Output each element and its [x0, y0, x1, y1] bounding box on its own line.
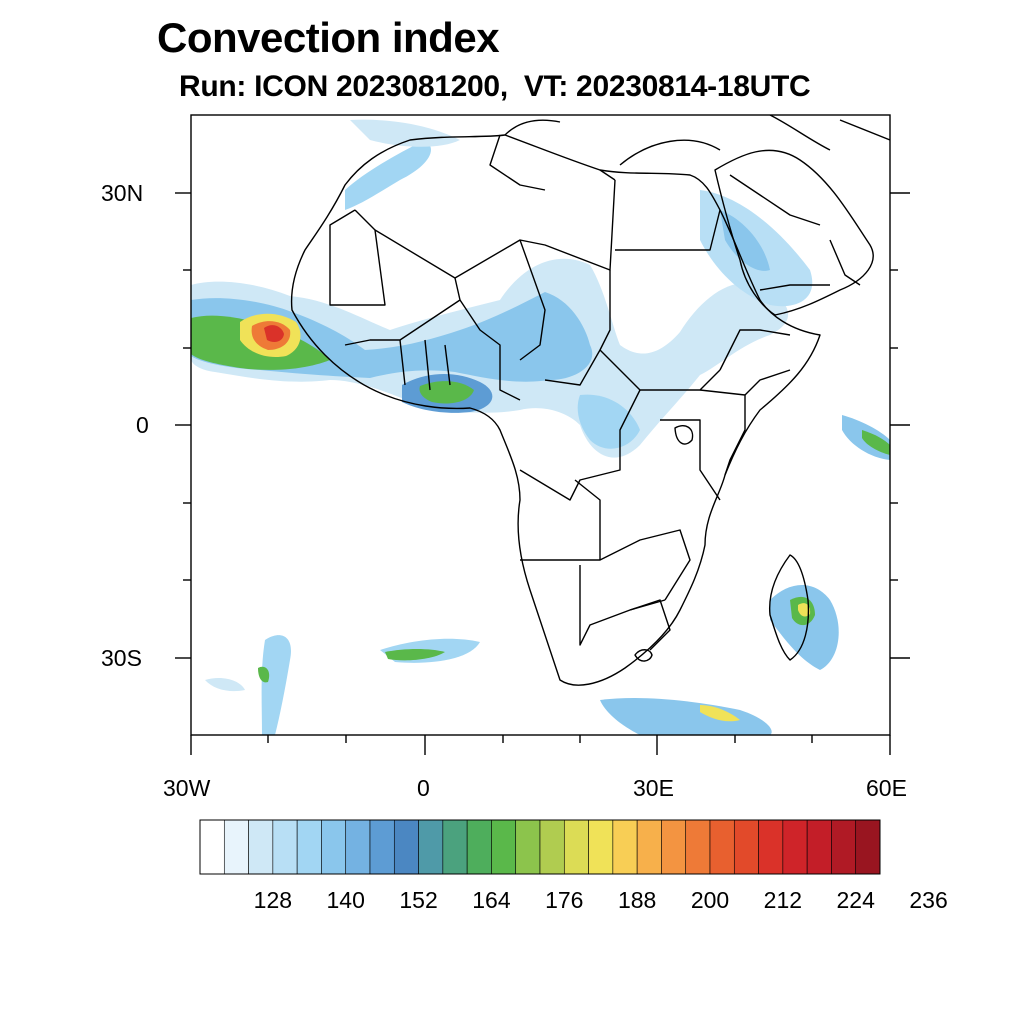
border-15	[579, 565, 666, 646]
field-east-core	[862, 430, 890, 455]
field-guinea-core	[419, 381, 474, 404]
field-arabia2	[720, 210, 770, 271]
colorbar-box-27	[855, 819, 881, 875]
arabia-coast	[714, 149, 874, 316]
border-1	[329, 209, 386, 306]
colorbar-box-8	[393, 819, 419, 875]
border-11	[699, 389, 746, 476]
border-17	[719, 329, 791, 396]
colorbar-box-2	[248, 819, 274, 875]
lon-label-30e: 30E	[633, 775, 674, 801]
colorbar-box-16	[588, 819, 614, 875]
colorbar-label-164: 164	[472, 887, 511, 913]
colorbar-label-224: 224	[836, 887, 875, 913]
lon-label-60e: 60E	[866, 775, 907, 801]
border-9	[599, 349, 721, 391]
colorbar-box-23	[758, 819, 784, 875]
field-se	[600, 698, 772, 735]
field-sw-core	[258, 666, 270, 683]
colorbar-label-128: 128	[253, 887, 293, 913]
lat-label-30s: 30S	[101, 645, 142, 671]
colorbar-box-17	[612, 819, 638, 875]
colorbar-box-22	[733, 819, 759, 875]
field-madagascar	[770, 585, 839, 670]
chart-title: Convection index	[157, 14, 500, 61]
mediterranean-coast	[504, 115, 890, 166]
colorbar-box-6	[345, 819, 371, 875]
coastlines-borders	[290, 115, 890, 686]
lat-label-30n: 30N	[101, 180, 144, 206]
border-19	[729, 174, 821, 226]
lon-label-0: 0	[417, 775, 430, 801]
border-7	[399, 339, 451, 391]
colorbar-frame	[199, 819, 881, 875]
border-16	[629, 599, 671, 651]
colorbar-box-11	[466, 819, 492, 875]
colorbar-box-13	[515, 819, 541, 875]
border-20	[489, 134, 616, 191]
border-13	[520, 479, 601, 561]
colorbar-box-26	[831, 819, 857, 875]
field-nw	[345, 140, 431, 210]
border-10	[519, 389, 641, 501]
colorbar-box-14	[539, 819, 565, 875]
colorbar-box-21	[709, 819, 735, 875]
colorbar-label-188: 188	[617, 887, 657, 913]
colorbar-box-4	[296, 819, 322, 875]
field-central	[577, 394, 640, 449]
field-sw	[261, 635, 291, 735]
field-satl-core	[385, 649, 445, 661]
chart-subtitle: Run: ICON 2023081200, VT: 20230814-18UTC	[179, 70, 811, 103]
colorbar-box-24	[782, 819, 808, 875]
lat-label-0: 0	[136, 412, 149, 438]
colorbar	[199, 819, 881, 875]
border-6	[344, 277, 461, 346]
border-8	[459, 299, 521, 401]
convection-field	[191, 119, 890, 735]
colorbar-box-0	[199, 819, 225, 875]
border-12	[660, 419, 721, 501]
field-se-core	[700, 705, 740, 722]
colorbar-box-12	[491, 819, 517, 875]
lon-label-30w: 30W	[163, 775, 211, 801]
colorbar-box-18	[636, 819, 662, 875]
africa-coastline	[290, 134, 821, 686]
lake-victoria	[674, 424, 694, 445]
colorbar-label-212: 212	[763, 887, 803, 913]
lesotho	[634, 649, 653, 662]
border-18	[759, 239, 861, 291]
colorbar-label-140: 140	[326, 887, 365, 913]
colorbar-label-152: 152	[399, 887, 438, 913]
field-sw2	[205, 678, 245, 692]
colorbar-box-9	[418, 819, 444, 875]
map-frame	[190, 114, 891, 736]
colorbar-box-10	[442, 819, 468, 875]
colorbar-box-1	[223, 819, 249, 875]
colorbar-label-200: 200	[690, 887, 730, 913]
colorbar-label-236: 236	[909, 887, 948, 913]
colorbar-box-5	[321, 819, 347, 875]
colorbar-box-3	[272, 819, 298, 875]
colorbar-box-19	[661, 819, 687, 875]
ticks	[175, 192, 910, 755]
colorbar-label-176: 176	[545, 887, 584, 913]
border-14	[599, 529, 691, 601]
colorbar-box-7	[369, 819, 395, 875]
border-5	[615, 209, 721, 251]
field-core	[264, 325, 284, 342]
border-2	[374, 179, 616, 279]
field-north	[350, 119, 460, 147]
field-madagascar-hot	[798, 603, 811, 617]
colorbar-box-15	[563, 819, 589, 875]
border-3	[519, 239, 546, 361]
madagascar-coast	[768, 554, 810, 661]
colorbar-box-20	[685, 819, 711, 875]
colorbar-box-25	[806, 819, 832, 875]
